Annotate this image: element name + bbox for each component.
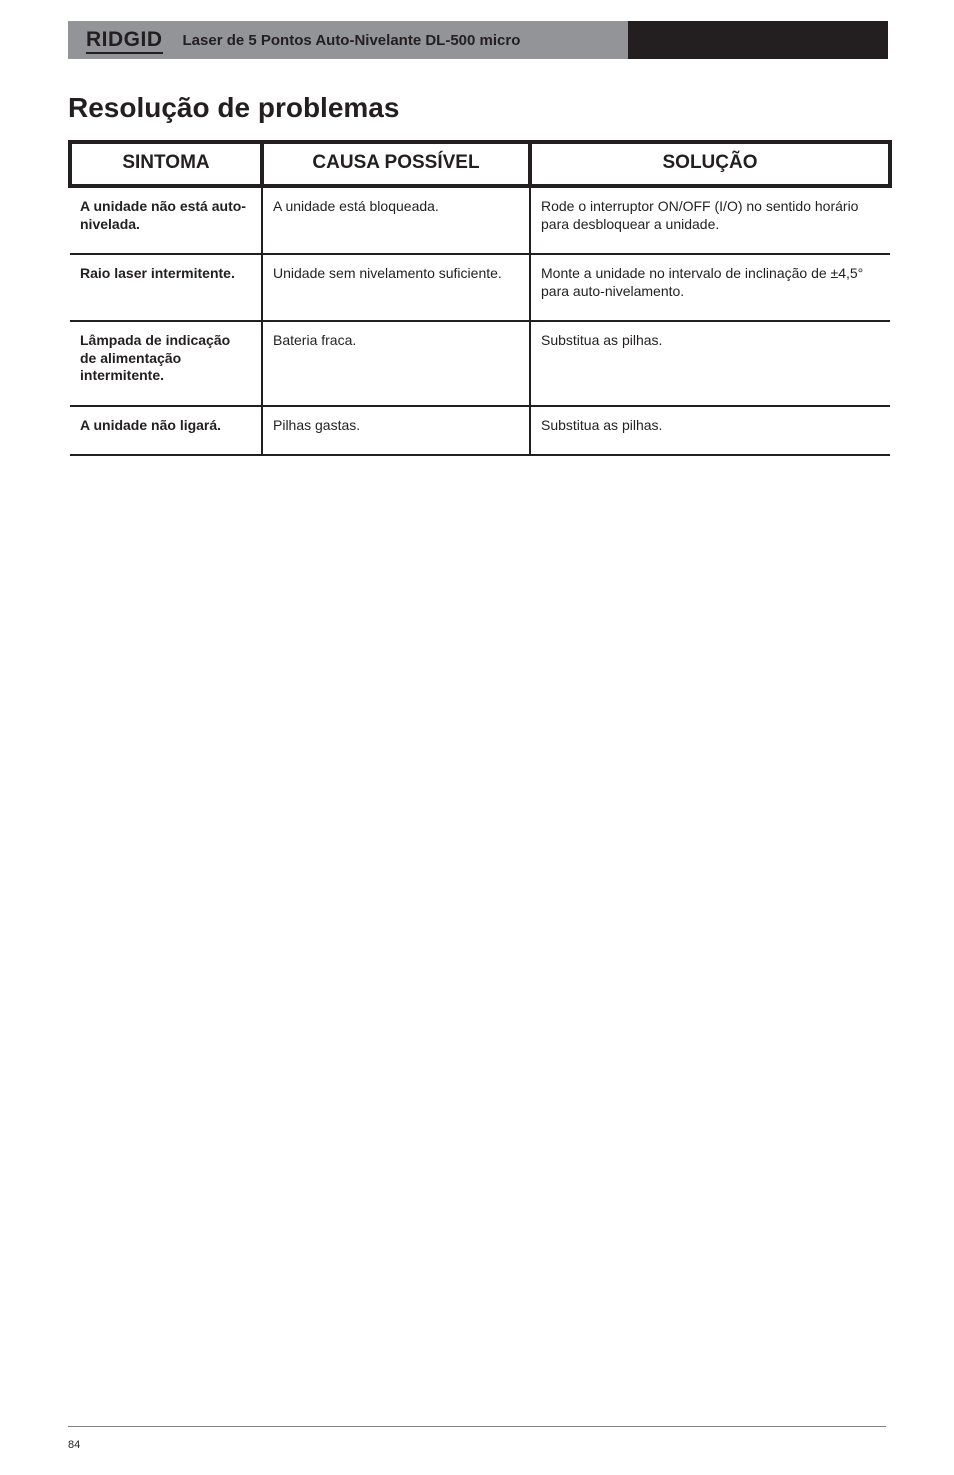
cell-symptom: Lâmpada de indicação de alimentação inte… (70, 321, 262, 406)
cell-cause: Bateria fraca. (262, 321, 530, 406)
cell-symptom: A unidade não ligará. (70, 406, 262, 456)
col-header-solution: SOLUÇÃO (530, 142, 890, 186)
cell-solution: Substitua as pilhas. (530, 321, 890, 406)
cell-cause: Unidade sem nivelamento suficiente. (262, 254, 530, 321)
brand-logo: RIDGID (86, 28, 163, 52)
cell-cause: A unidade está bloqueada. (262, 186, 530, 254)
table-row: A unidade não está auto-nivelada. A unid… (70, 186, 890, 254)
section-title: Resolução de problemas (68, 92, 399, 124)
table-row: A unidade não ligará. Pilhas gastas. Sub… (70, 406, 890, 456)
cell-solution: Substitua as pilhas. (530, 406, 890, 456)
header-bar: RIDGID Laser de 5 Pontos Auto-Nivelante … (68, 21, 628, 59)
table-row: Raio laser intermitente. Unidade sem niv… (70, 254, 890, 321)
cell-solution: Monte a unidade no intervalo de inclinaç… (530, 254, 890, 321)
page: RIDGID Laser de 5 Pontos Auto-Nivelante … (0, 0, 954, 1475)
troubleshooting-table: SINTOMA CAUSA POSSÍVEL SOLUÇÃO A unidade… (68, 140, 888, 456)
col-header-cause: CAUSA POSSÍVEL (262, 142, 530, 186)
header-subtitle: Laser de 5 Pontos Auto-Nivelante DL-500 … (183, 32, 521, 49)
header-black-block (628, 21, 888, 59)
cell-cause: Pilhas gastas. (262, 406, 530, 456)
cell-solution: Rode o interruptor ON/OFF (I/O) no senti… (530, 186, 890, 254)
cell-symptom: A unidade não está auto-nivelada. (70, 186, 262, 254)
cell-symptom: Raio laser intermitente. (70, 254, 262, 321)
col-header-symptom: SINTOMA (70, 142, 262, 186)
footer-rule (68, 1426, 886, 1427)
table-row: Lâmpada de indicação de alimentação inte… (70, 321, 890, 406)
page-number: 84 (68, 1439, 80, 1451)
table-header-row: SINTOMA CAUSA POSSÍVEL SOLUÇÃO (70, 142, 890, 186)
